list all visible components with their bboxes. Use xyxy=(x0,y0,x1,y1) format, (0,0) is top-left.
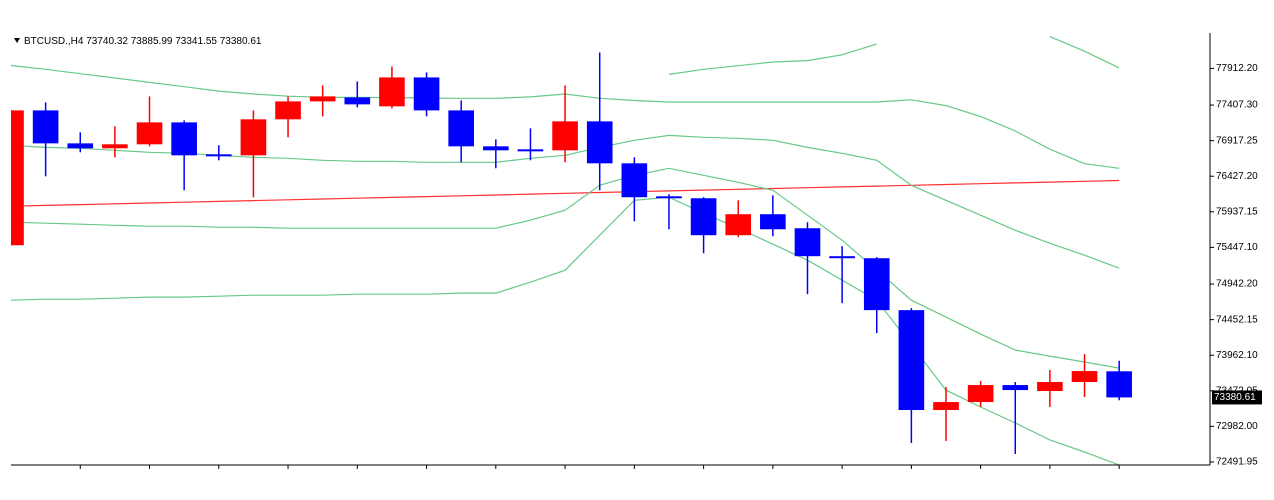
candle-body xyxy=(552,121,578,151)
candle-body xyxy=(483,146,509,151)
indicator-line xyxy=(11,36,1120,99)
candle-body xyxy=(275,101,301,120)
candle-body xyxy=(32,110,59,144)
candle-body xyxy=(344,97,371,105)
indicator-line xyxy=(11,196,1120,465)
indicator-line xyxy=(565,93,1120,169)
chart-header: BTCUSD.,H4 73740.32 73885.99 73341.55 73… xyxy=(24,36,262,47)
candle-body xyxy=(240,119,267,156)
y-tick-label: 75447.10 xyxy=(1216,242,1258,253)
candle-body xyxy=(205,154,232,157)
y-tick-label: 74942.20 xyxy=(1216,279,1258,290)
candle-body xyxy=(413,77,440,111)
candle-body xyxy=(967,385,994,403)
price-label: 73380.61 xyxy=(1214,392,1256,403)
candle-body xyxy=(102,144,128,149)
y-tick-label: 77407.30 xyxy=(1216,100,1258,111)
header-low: 73341.55 xyxy=(175,36,217,47)
menu-arrow[interactable] xyxy=(14,38,20,43)
candle-body xyxy=(379,77,405,107)
candle-body xyxy=(656,196,682,199)
candle-body xyxy=(621,163,648,198)
candle-body xyxy=(586,121,613,164)
candle-body xyxy=(794,228,821,257)
candle-body xyxy=(690,198,717,236)
candle-body xyxy=(1106,371,1132,398)
candle-body xyxy=(11,110,24,246)
candle-body xyxy=(1002,385,1029,391)
candle-body xyxy=(898,310,925,411)
price-label-bg xyxy=(1212,390,1262,405)
candle-body xyxy=(309,96,336,102)
y-tick-label: 76917.25 xyxy=(1216,135,1258,146)
y-tick-label: 77912.20 xyxy=(1216,63,1258,74)
candle-body xyxy=(725,214,752,236)
y-tick-label: 76427.20 xyxy=(1216,171,1258,182)
y-tick-label: 75937.15 xyxy=(1216,206,1258,217)
candle-body xyxy=(136,122,163,145)
y-tick-label: 74452.15 xyxy=(1216,314,1258,325)
candle-body xyxy=(863,258,890,311)
candle-body xyxy=(829,256,855,259)
candle-body xyxy=(760,214,786,230)
candle-body xyxy=(1071,371,1098,383)
indicator-line xyxy=(11,179,1120,207)
y-tick-label: 72982.00 xyxy=(1216,421,1258,432)
candle-body xyxy=(448,110,475,147)
header-open: 73740.32 xyxy=(86,36,128,47)
indicator-line xyxy=(11,167,1120,369)
header-high: 73885.99 xyxy=(131,36,173,47)
candle-body xyxy=(933,402,959,411)
candle-body xyxy=(67,143,94,149)
plot-area xyxy=(11,36,1132,465)
candle-body xyxy=(1037,382,1063,392)
symbol: BTCUSD.,H4 xyxy=(24,36,84,47)
y-tick-label: 73962.10 xyxy=(1216,350,1258,361)
y-tick-label: 72491.95 xyxy=(1216,457,1258,468)
candle-body xyxy=(517,149,544,152)
header-close: 73380.61 xyxy=(220,36,262,47)
candle-body xyxy=(171,122,197,156)
